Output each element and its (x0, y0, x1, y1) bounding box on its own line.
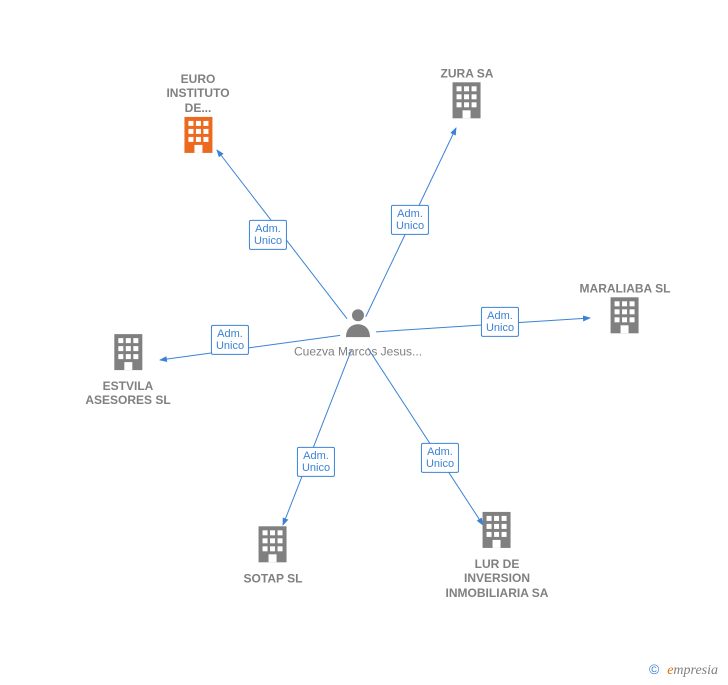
building-icon (180, 115, 216, 155)
company-label: SOTAP SL (244, 571, 303, 585)
building-icon (255, 524, 291, 564)
edge-label-euro-instituto: Adm. Unico (249, 220, 287, 250)
building-icon (110, 332, 146, 372)
center-person-node[interactable]: Cuezva Marcos Jesus... (294, 307, 422, 358)
company-label: ESTVILA ASESORES SL (85, 379, 170, 408)
building-icon (607, 296, 643, 336)
edge-label-estvila-asesores: Adm. Unico (211, 325, 249, 355)
network-canvas: Cuezva Marcos Jesus... EURO INSTITUTO DE… (0, 0, 728, 685)
edge-sotap-sl (283, 350, 351, 525)
person-icon (344, 307, 372, 337)
building-icon (479, 510, 515, 550)
company-label: LUR DE INVERSION INMOBILIARIA SA (446, 557, 549, 600)
company-label: EURO INSTITUTO DE... (166, 72, 229, 115)
company-node-estvila-asesores[interactable]: ESTVILA ASESORES SL (85, 332, 170, 408)
edge-label-maraliaba-sl: Adm. Unico (481, 307, 519, 337)
watermark: © empresia (649, 661, 718, 679)
copyright-symbol: © (649, 661, 659, 677)
company-node-euro-instituto[interactable]: EURO INSTITUTO DE... (166, 70, 229, 160)
company-node-sotap-sl[interactable]: SOTAP SL (244, 524, 303, 585)
company-label: ZURA SA (441, 66, 494, 80)
company-node-zura-sa[interactable]: ZURA SA (441, 64, 494, 125)
company-label: MARALIABA SL (580, 281, 671, 295)
edge-label-zura-sa: Adm. Unico (391, 205, 429, 235)
edge-label-lur-inversion: Adm. Unico (421, 443, 459, 473)
building-icon (449, 81, 485, 121)
center-person-label: Cuezva Marcos Jesus... (294, 344, 422, 358)
edge-lur-inversion (368, 348, 483, 525)
company-node-lur-inversion[interactable]: LUR DE INVERSION INMOBILIARIA SA (446, 510, 549, 600)
brand-rest: mpresia (673, 663, 718, 678)
company-node-maraliaba-sl[interactable]: MARALIABA SL (580, 279, 671, 340)
edge-label-sotap-sl: Adm. Unico (297, 447, 335, 477)
